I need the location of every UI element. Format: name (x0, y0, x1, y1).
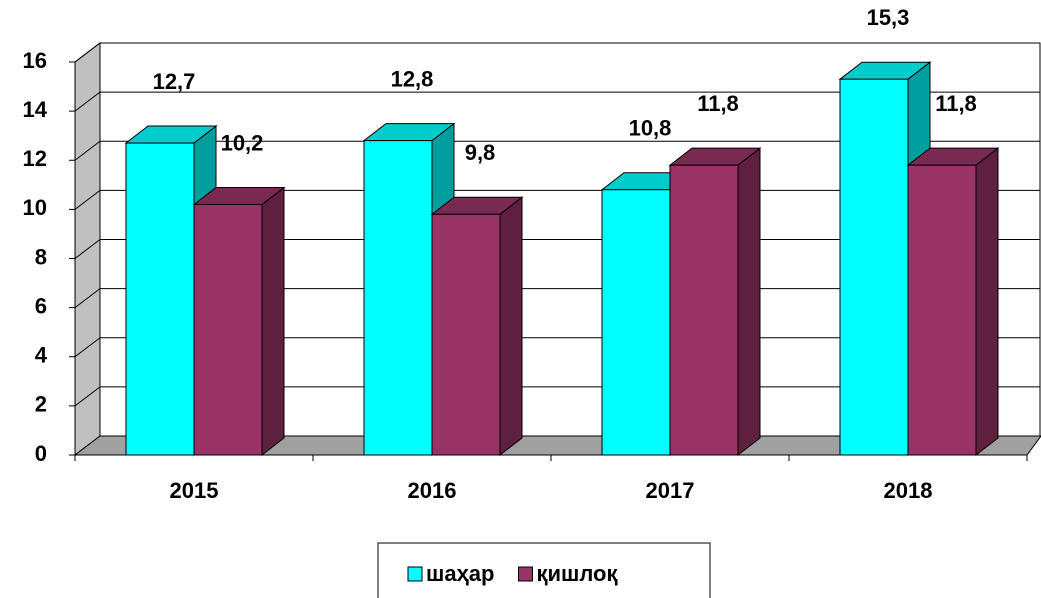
y-tick-label: 8 (35, 244, 47, 269)
value-label: 12,8 (391, 66, 434, 91)
x-tick-label: 2015 (170, 478, 219, 503)
grid-line (74, 288, 101, 309)
grid-line (74, 91, 101, 112)
legend-label: қишлоқ (536, 561, 618, 586)
legend-swatch (517, 566, 533, 582)
y-tick-label: 14 (23, 97, 48, 122)
bar (906, 147, 1000, 457)
y-tick-label: 2 (35, 392, 47, 417)
legend-box (377, 542, 711, 598)
grid-line (74, 239, 101, 259)
value-label: 11,8 (935, 91, 977, 116)
bar-front (669, 164, 739, 456)
y-tick-label: 12 (23, 146, 47, 171)
x-tick-label: 2016 (408, 478, 457, 503)
bar-front (125, 142, 195, 456)
value-label: 10,2 (221, 130, 264, 155)
bar-front (601, 189, 671, 456)
bar-side (261, 186, 285, 457)
value-label: 10,8 (629, 116, 672, 141)
bar (192, 186, 286, 457)
bar (430, 196, 524, 457)
grid-line (74, 189, 101, 210)
bar (668, 147, 762, 457)
bar-front (431, 213, 501, 456)
value-label: 9,8 (465, 140, 496, 165)
x-tick-label: 2017 (646, 478, 695, 503)
y-tick-label: 16 (23, 48, 47, 73)
bar-side (975, 147, 999, 457)
grid-line (74, 42, 101, 63)
bar-front (193, 203, 263, 456)
legend-label: шаҳар (426, 561, 494, 586)
grid-line (74, 337, 101, 358)
grid-line (74, 140, 101, 161)
value-label: 12,7 (153, 69, 196, 94)
y-tick-label: 6 (35, 293, 47, 318)
y-tick-label: 0 (35, 441, 47, 466)
value-label: 15,3 (867, 5, 910, 30)
bar-front (363, 140, 433, 456)
value-label: 11,8 (697, 91, 739, 116)
bar-front (839, 78, 909, 456)
grid-line (74, 386, 101, 407)
bar-side (499, 196, 523, 457)
bar-side (737, 147, 761, 457)
y-tick-label: 4 (35, 343, 48, 368)
y-tick-label: 10 (23, 195, 47, 220)
bar-front (907, 164, 977, 456)
x-tick-label: 2018 (884, 478, 933, 503)
legend-swatch (407, 566, 423, 582)
